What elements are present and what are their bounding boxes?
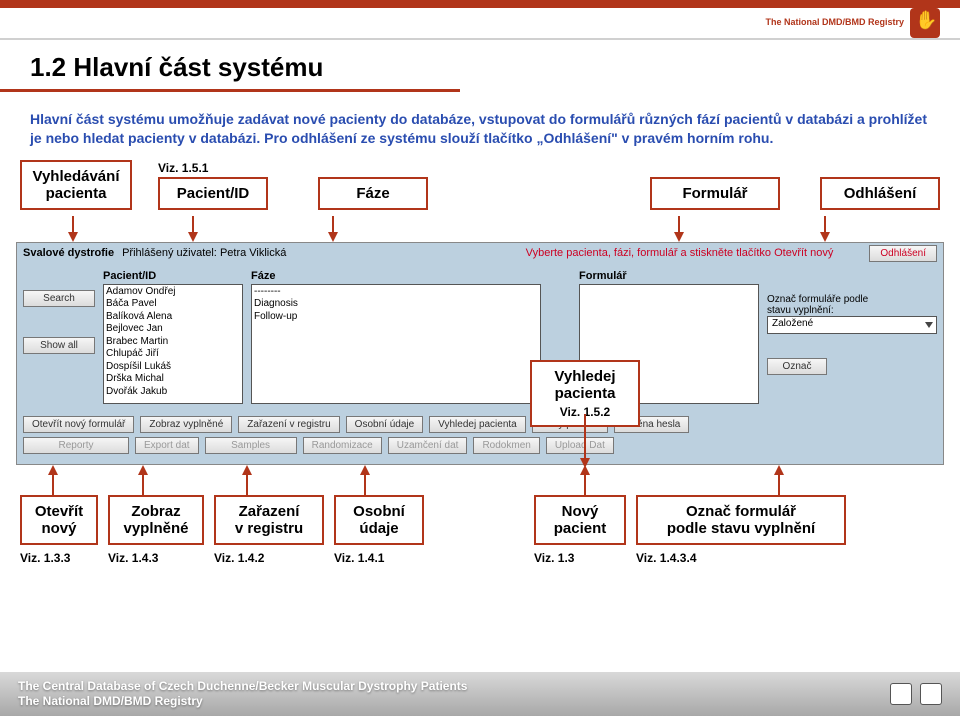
app-title: Svalové dystrofie [23, 247, 114, 259]
patient-id-column: Pacient/ID Adamov Ondřej Báča Pavel Balí… [103, 270, 243, 404]
header-bar: The National DMD/BMD Registry [0, 0, 960, 40]
label-new-patient: Novýpacient [534, 495, 626, 545]
viz-ref: Viz. 1.4.1 [334, 551, 424, 565]
form-filter-panel: Označ formuláře podle stavu vyplnění: Za… [767, 270, 937, 404]
overlay-connector [580, 414, 590, 468]
top-connectors [0, 216, 960, 242]
list-item[interactable]: -------- [254, 286, 538, 299]
label-patient-id: Pacient/ID [158, 177, 268, 210]
sc-bottom-buttons: Otevřít nový formulář Zobraz vyplněné Za… [17, 412, 943, 464]
label-logout: Odhlášení [820, 177, 940, 210]
viz-151: Viz. 1.5.1 [158, 161, 208, 175]
registry-name: The National DMD/BMD Registry [765, 18, 904, 28]
bottom-viz-row: Viz. 1.3.3 Viz. 1.4.3 Viz. 1.4.2 Viz. 1.… [0, 549, 960, 567]
label-search-patient: Vyhledávání pacienta [20, 160, 132, 210]
label-registry: Zařazenív registru [214, 495, 324, 545]
patient-listbox[interactable]: Adamov Ondřej Báča Pavel Balíková Alena … [103, 284, 243, 404]
open-new-form-button[interactable]: Otevřít nový formulář [23, 416, 134, 433]
list-item[interactable]: Follow-up [254, 311, 538, 324]
logo-icon [920, 683, 942, 705]
list-item[interactable]: Drška Michal [106, 373, 240, 386]
top-label-row: Vyhledávání pacienta Viz. 1.5.1 Pacient/… [0, 156, 960, 216]
button-row-1: Otevřít nový formulář Zobraz vyplněné Za… [23, 416, 937, 433]
logout-button[interactable]: Odhlášení [869, 245, 937, 262]
mark-button[interactable]: Označ [767, 358, 827, 375]
label-show-filled: Zobrazvyplněné [108, 495, 204, 545]
list-item[interactable]: Adamov Ondřej [106, 286, 240, 299]
samples-button[interactable]: Samples [205, 437, 297, 454]
reports-button[interactable]: Reporty [23, 437, 129, 454]
label-text: Odhlášení [844, 185, 917, 202]
label-text: Formulář [682, 185, 747, 202]
header-logo: The National DMD/BMD Registry [765, 8, 940, 38]
find-patient-button[interactable]: Vyhledej pacienta [429, 416, 526, 433]
filter-label2: stavu vyplnění: [767, 305, 937, 316]
status-select[interactable]: Založené [767, 316, 937, 334]
phase-listbox[interactable]: -------- Diagnosis Follow-up [251, 284, 541, 404]
label-personal: Osobníúdaje [334, 495, 424, 545]
footer-text: The Central Database of Czech Duchenne/B… [18, 679, 467, 709]
list-item[interactable]: Báča Pavel [106, 298, 240, 311]
viz-ref: Viz. 1.3.3 [20, 551, 98, 565]
bottom-connectors [0, 465, 960, 495]
label-text: Fáze [356, 185, 389, 202]
filter-label1: Označ formuláře podle [767, 294, 937, 305]
footer: The Central Database of Czech Duchenne/B… [0, 672, 960, 716]
label-phase: Fáze [318, 177, 428, 210]
label-text: Vyhledávání pacienta [33, 168, 120, 202]
list-item[interactable]: Dospíšil Lukáš [106, 361, 240, 374]
col-head-phase: Fáze [251, 270, 541, 284]
col-head-pid: Pacient/ID [103, 270, 243, 284]
sc-columns: Search Show all Pacient/ID Adamov Ondřej… [17, 264, 943, 412]
label-mark-form: Označ formulářpodle stavu vyplnění [636, 495, 846, 545]
pedigree-button[interactable]: Rodokmen [473, 437, 539, 454]
registry-enrollment-button[interactable]: Zařazení v registru [238, 416, 339, 433]
lock-data-button[interactable]: Uzamčení dat [388, 437, 468, 454]
list-item[interactable]: Diagnosis [254, 298, 538, 311]
showall-button[interactable]: Show all [23, 337, 95, 354]
logo-icon [890, 683, 912, 705]
viz-ref: Viz. 1.4.2 [214, 551, 324, 565]
instruction-text: Vyberte pacienta, fázi, formulář a stisk… [526, 247, 834, 259]
sc-topbar: Svalové dystrofie Přihlášený uživatel: P… [17, 243, 943, 264]
app-screenshot: Svalové dystrofie Přihlášený uživatel: P… [16, 242, 944, 465]
bottom-label-row: Otevřítnový Zobrazvyplněné Zařazenív reg… [0, 495, 960, 549]
footer-logos [890, 683, 942, 705]
list-item[interactable]: Balíková Alena [106, 311, 240, 324]
list-item[interactable]: Brabec Martin [106, 336, 240, 349]
viz-ref: Viz. 1.4.3.4 [636, 551, 846, 565]
sc-sidebar: Search Show all [23, 270, 95, 404]
label-text: Pacient/ID [177, 185, 250, 202]
phase-column: Fáze -------- Diagnosis Follow-up [251, 270, 541, 404]
export-button[interactable]: Export dat [135, 437, 199, 454]
intro-text: Hlavní část systému umožňuje zadávat nov… [0, 92, 960, 156]
col-head-form: Formulář [579, 270, 759, 284]
list-item[interactable]: Chlupáč Jiří [106, 348, 240, 361]
personal-data-button[interactable]: Osobní údaje [346, 416, 424, 433]
logged-label: Přihlášený uživatel: Petra Viklická [122, 247, 286, 259]
randomize-button[interactable]: Randomizace [303, 437, 382, 454]
list-item[interactable]: Dvořák Jakub [106, 386, 240, 399]
show-filled-button[interactable]: Zobraz vyplněné [140, 416, 232, 433]
list-item[interactable]: Bejlovec Jan [106, 323, 240, 336]
hand-icon [910, 8, 940, 38]
search-button[interactable]: Search [23, 290, 95, 307]
viz-ref: Viz. 1.4.3 [108, 551, 204, 565]
label-form: Formulář [650, 177, 780, 210]
label-open-new: Otevřítnový [20, 495, 98, 545]
page-title: 1.2 Hlavní část systému [0, 40, 960, 89]
callout-text: Vyhledej pacienta [554, 368, 615, 402]
viz-ref: Viz. 1.3 [534, 551, 626, 565]
button-row-2: Reporty Export dat Samples Randomizace U… [23, 437, 937, 454]
